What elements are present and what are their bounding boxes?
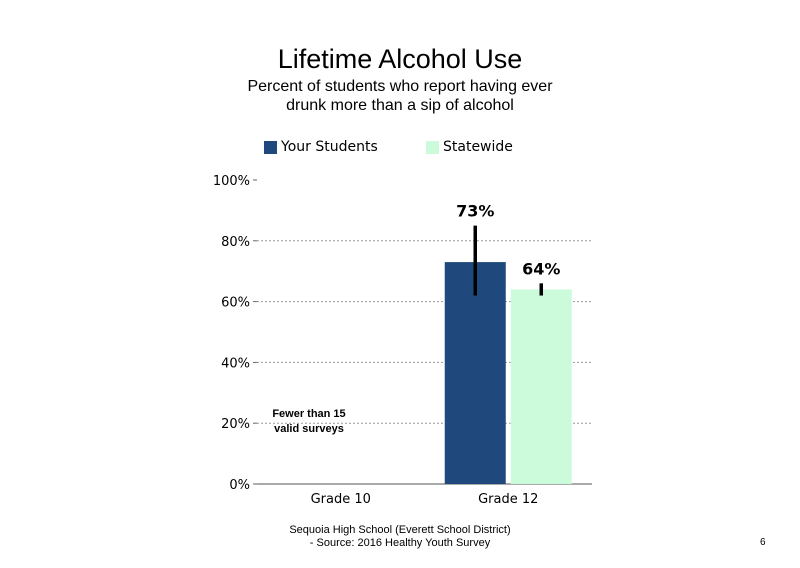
legend-item-your-students: Your Students [264, 139, 378, 155]
data-label: 73% [456, 202, 494, 221]
legend-item-statewide: Statewide [426, 139, 513, 155]
footer: Sequoia High School (Everett School Dist… [200, 524, 600, 550]
annotation-line: Fewer than 15 [272, 408, 345, 420]
y-tick-label: 0% [229, 478, 250, 493]
y-tick-label: 60% [221, 296, 250, 311]
y-tick-label: 80% [221, 235, 250, 250]
page-number: 6 [760, 537, 766, 548]
y-tick-label: 100% [213, 174, 250, 189]
footer-line-2: - Source: 2016 Healthy Youth Survey [309, 537, 491, 549]
y-tick-label: 20% [221, 417, 250, 432]
annotation-line: valid surveys [274, 423, 344, 435]
x-tick-label: Grade 10 [311, 492, 371, 507]
data-label: 64% [522, 259, 560, 278]
legend-swatch-statewide [426, 140, 439, 154]
footer-line-1: Sequoia High School (Everett School Dist… [289, 524, 511, 536]
bar [510, 289, 572, 484]
y-tick-label: 40% [221, 356, 250, 371]
x-tick-label: Grade 12 [478, 492, 538, 507]
legend: Your Students Statewide [0, 139, 800, 159]
bar [444, 262, 506, 484]
legend-label-statewide: Statewide [443, 139, 513, 155]
legend-swatch-your-students [264, 140, 277, 154]
chart-title: Lifetime Alcohol Use [277, 44, 523, 74]
chart-subtitle: Percent of students who report having ev… [247, 78, 553, 114]
legend-label-your-students: Your Students [281, 139, 378, 155]
